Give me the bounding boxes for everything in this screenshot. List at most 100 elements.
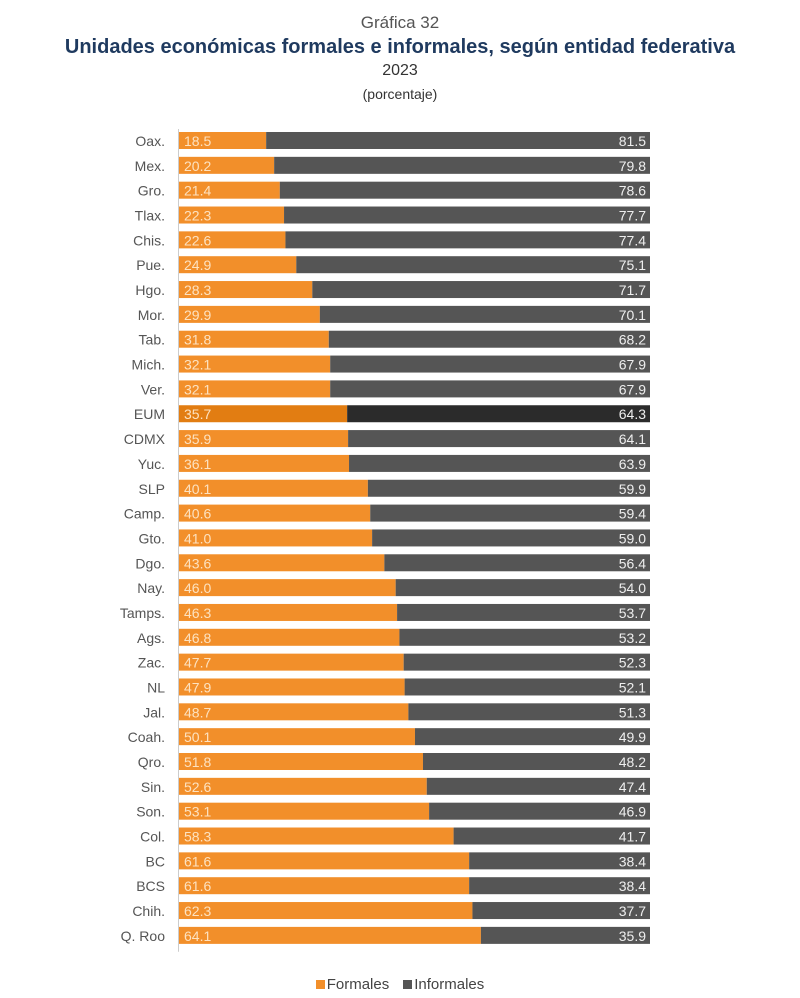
bar-formales <box>179 579 396 597</box>
data-label-informales: 64.1 <box>619 431 646 447</box>
category-label: Pue. <box>136 257 165 273</box>
category-label: Ags. <box>137 630 165 646</box>
data-label-formales: 58.3 <box>184 829 211 845</box>
data-label-informales: 64.3 <box>619 406 646 422</box>
bar-formales <box>179 877 470 895</box>
data-label-formales: 18.5 <box>184 133 211 149</box>
data-label-formales: 29.9 <box>184 307 211 323</box>
category-label: Gro. <box>138 183 165 199</box>
data-label-informales: 77.7 <box>619 208 646 224</box>
legend-label-informales: Informales <box>414 976 485 993</box>
data-label-formales: 35.9 <box>184 431 211 447</box>
data-label-formales: 61.6 <box>184 853 211 869</box>
bar-formales <box>179 852 470 870</box>
bar-formales <box>179 405 348 423</box>
bar-informales <box>274 156 650 174</box>
bar-informales <box>266 132 650 149</box>
bar-formales <box>179 256 297 274</box>
bar-formales <box>179 777 427 795</box>
data-label-informales: 67.9 <box>619 381 646 397</box>
bar-formales <box>179 529 373 547</box>
data-label-informales: 70.1 <box>619 307 646 323</box>
data-label-formales: 40.6 <box>184 506 211 522</box>
data-label-formales: 22.3 <box>184 208 211 224</box>
category-label: Sin. <box>141 779 165 795</box>
data-label-informales: 47.4 <box>619 779 646 795</box>
category-label: Oax. <box>135 133 165 149</box>
bar-formales <box>179 355 331 373</box>
chart-title: Unidades económicas formales e informale… <box>64 36 736 58</box>
data-label-formales: 41.0 <box>184 530 211 546</box>
bar-formales <box>179 305 320 323</box>
category-label: SLP <box>139 481 165 497</box>
category-label: Nay. <box>137 580 165 596</box>
bar-formales <box>179 628 400 646</box>
bar-formales <box>179 603 398 621</box>
data-label-informales: 67.9 <box>619 357 646 373</box>
data-label-informales: 53.7 <box>619 605 646 621</box>
bar-formales <box>179 479 368 497</box>
category-label: Son. <box>136 804 165 820</box>
data-label-informales: 71.7 <box>619 282 646 298</box>
category-label: Ver. <box>141 381 165 397</box>
category-label: NL <box>147 679 165 695</box>
bar-formales <box>179 504 371 522</box>
bar-formales <box>179 902 473 920</box>
category-label: Mor. <box>138 307 165 323</box>
bar-formales <box>179 231 286 249</box>
data-label-informales: 52.3 <box>619 655 646 671</box>
bar-informales <box>319 305 650 323</box>
bar-informales <box>367 479 650 497</box>
bar-formales <box>179 330 329 348</box>
bar-informales <box>399 628 650 646</box>
category-label: CDMX <box>124 431 166 447</box>
bar-informales <box>414 728 650 746</box>
category-label: Yuc. <box>138 456 165 472</box>
data-label-informales: 38.4 <box>619 878 646 894</box>
category-label: Chih. <box>132 903 165 919</box>
bar-informales <box>395 579 650 597</box>
data-label-informales: 81.5 <box>619 133 646 149</box>
category-label: Chis. <box>133 232 165 248</box>
bar-informales <box>330 380 650 398</box>
category-label: Tab. <box>139 332 165 348</box>
data-label-informales: 51.3 <box>619 704 646 720</box>
category-label: Tlax. <box>135 208 165 224</box>
bar-formales <box>179 703 409 721</box>
data-label-formales: 51.8 <box>184 754 211 770</box>
legend: Formales Informales <box>0 976 800 993</box>
data-label-informales: 54.0 <box>619 580 646 596</box>
data-label-formales: 46.0 <box>184 580 211 596</box>
bar-informales <box>426 777 650 795</box>
data-label-formales: 52.6 <box>184 779 211 795</box>
bar-informales <box>384 554 650 572</box>
data-label-formales: 64.1 <box>184 928 211 944</box>
bar-informales <box>408 703 650 721</box>
data-label-informales: 38.4 <box>619 853 646 869</box>
data-label-informales: 78.6 <box>619 183 646 199</box>
data-label-formales: 31.8 <box>184 332 211 348</box>
data-label-formales: 48.7 <box>184 704 211 720</box>
bar-formales <box>179 827 454 845</box>
bar-formales <box>179 554 385 572</box>
data-label-formales: 20.2 <box>184 158 211 174</box>
bar-informales <box>370 504 650 522</box>
data-label-formales: 24.9 <box>184 257 211 273</box>
bar-informales <box>348 430 650 448</box>
data-label-formales: 53.1 <box>184 804 211 820</box>
legend-item-formales: Formales <box>315 976 389 993</box>
category-label: EUM <box>134 406 165 422</box>
bar-informales <box>328 330 650 348</box>
bar-informales <box>284 206 650 224</box>
bar-informales <box>429 802 650 820</box>
legend-swatch-formales <box>315 980 325 989</box>
bar-formales <box>179 753 423 770</box>
bar-informales <box>372 529 650 547</box>
data-label-formales: 36.1 <box>184 456 211 472</box>
data-label-informales: 56.4 <box>619 555 646 571</box>
category-label: Q. Roo <box>121 928 166 944</box>
data-label-formales: 40.1 <box>184 481 211 497</box>
bar-informales <box>347 405 650 423</box>
chart-unit: (porcentaje) <box>362 86 438 102</box>
